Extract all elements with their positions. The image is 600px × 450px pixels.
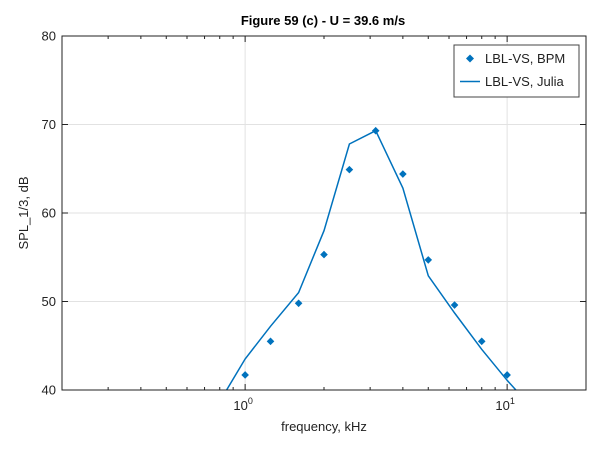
y-tick-label: 70 (42, 117, 56, 132)
data-point-bpm (477, 337, 486, 346)
x-axis: 100 101 (61, 36, 587, 413)
y-axis: 40 50 60 70 80 (42, 29, 586, 398)
legend-label-bpm: LBL-VS, BPM (485, 51, 565, 66)
x-tick-label: 101 (495, 396, 514, 413)
y-tick-label: 60 (42, 206, 56, 221)
data-point-bpm (266, 337, 275, 346)
data-point-bpm (450, 301, 459, 309)
series-line-julia (225, 129, 517, 390)
data-point-bpm (424, 256, 433, 264)
y-tick-label: 50 (42, 294, 56, 309)
legend-diamond-marker (466, 54, 474, 63)
chart-title: Figure 59 (c) - U = 39.6 m/s (241, 13, 405, 28)
data-point-bpm (399, 170, 407, 178)
data-point-bpm (320, 250, 328, 259)
data-point-bpm (241, 371, 249, 379)
y-tick-label: 40 (42, 383, 56, 398)
x-axis-label: frequency, kHz (281, 419, 367, 434)
data-point-bpm (345, 165, 354, 174)
data-point-bpm (371, 126, 380, 135)
legend-box (453, 44, 580, 98)
legend-label-julia: LBL-VS, Julia (485, 74, 565, 89)
y-tick-label: 80 (42, 29, 56, 44)
data-point-bpm (503, 371, 511, 379)
y-axis-label: SPL_1/3, dB (16, 177, 31, 250)
data-point-bpm (294, 299, 303, 308)
plot-area (225, 126, 517, 390)
legend: LBL-VS, BPM LBL-VS, Julia (453, 44, 580, 98)
x-tick-label: 100 (233, 396, 252, 413)
